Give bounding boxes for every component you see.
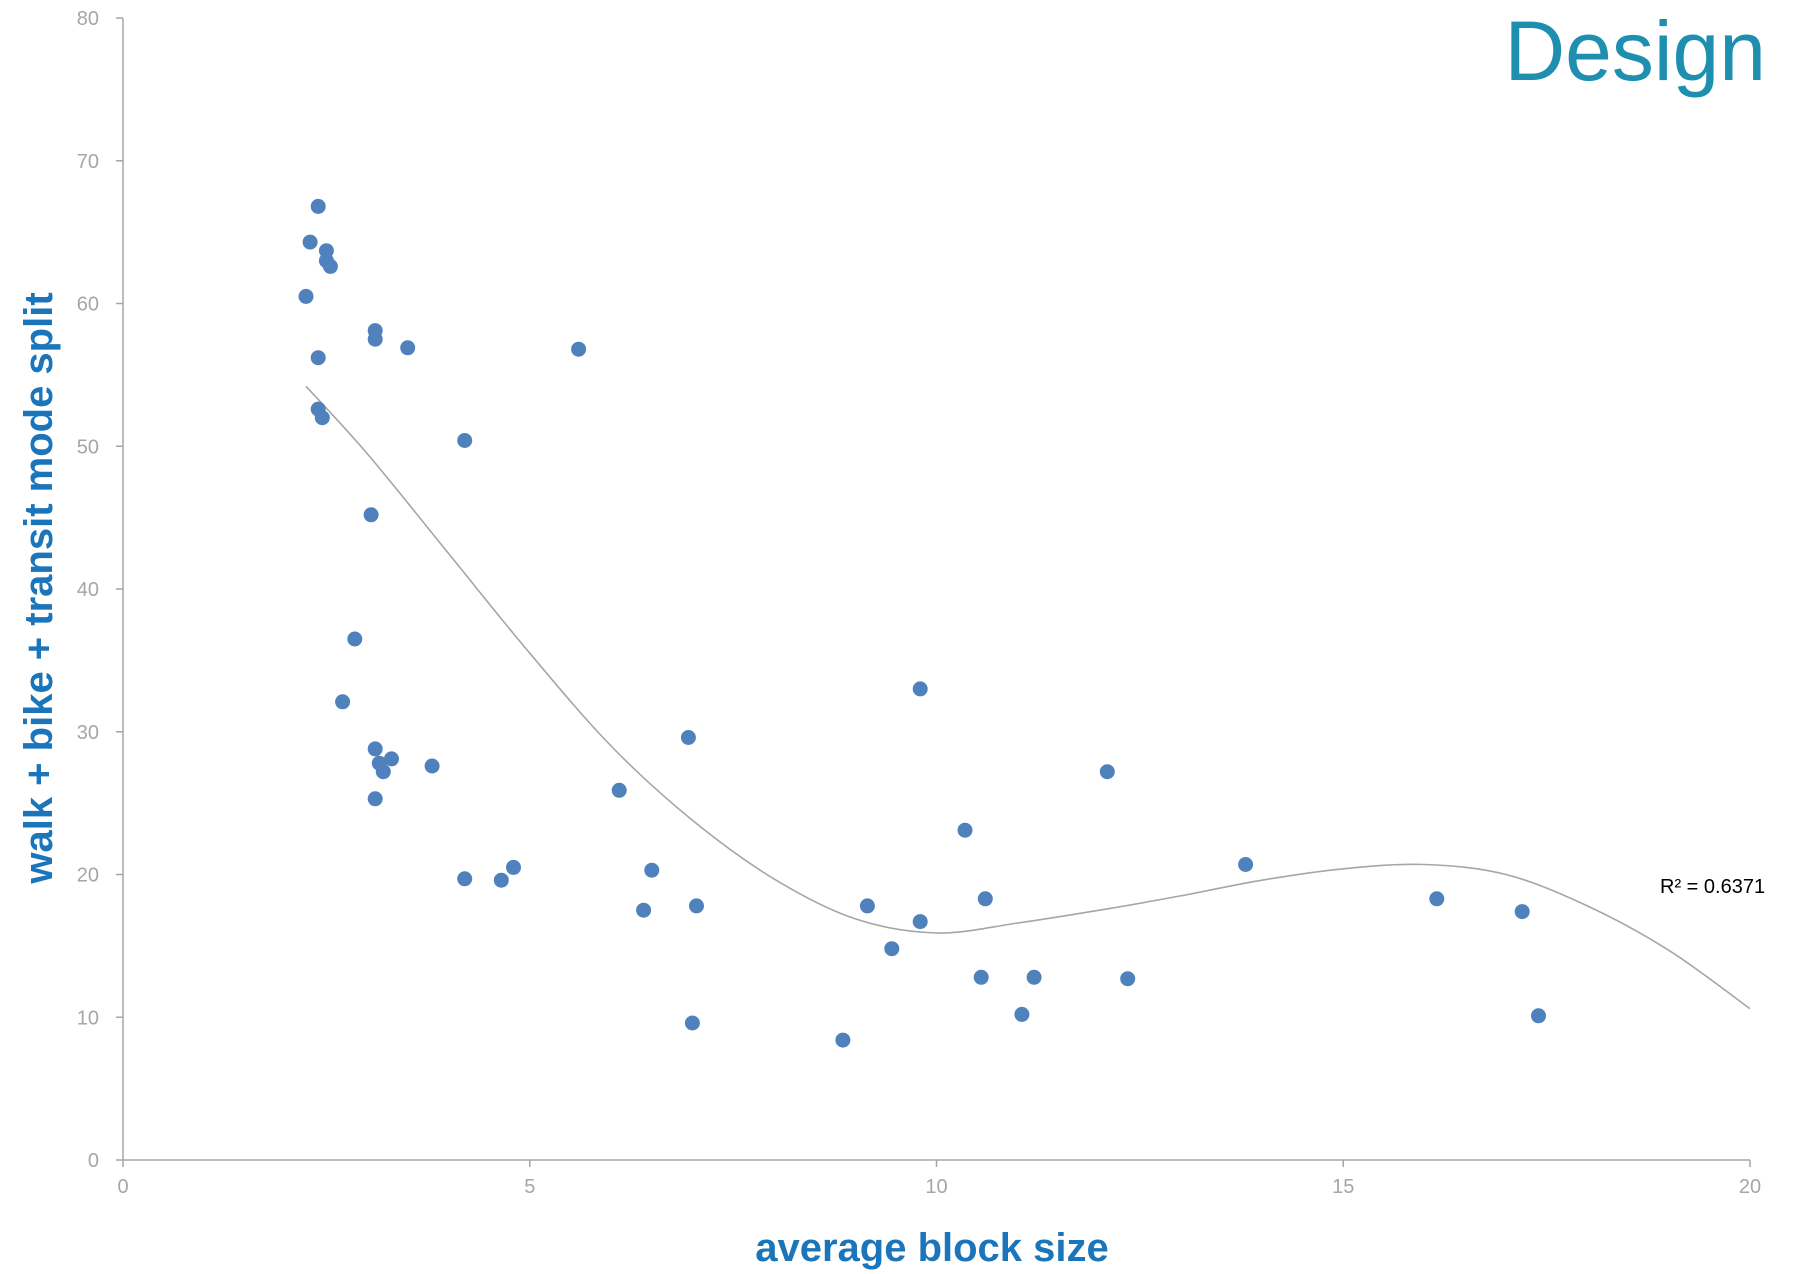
data-point xyxy=(335,694,351,710)
data-points xyxy=(298,198,1546,1048)
data-point xyxy=(1120,971,1136,987)
data-point xyxy=(363,507,379,523)
data-point xyxy=(310,198,326,214)
data-point xyxy=(322,258,338,274)
data-point xyxy=(912,681,928,697)
data-point xyxy=(1429,891,1445,907)
data-point xyxy=(859,898,875,914)
data-point xyxy=(347,631,363,647)
data-point xyxy=(912,914,928,930)
data-point xyxy=(375,764,391,780)
data-point xyxy=(314,410,330,426)
data-point xyxy=(835,1032,851,1048)
y-axis-title: walk + bike + transit mode split xyxy=(17,292,61,884)
data-point xyxy=(1026,969,1042,985)
data-point xyxy=(644,862,660,878)
axes xyxy=(116,17,1751,1167)
data-point xyxy=(384,751,399,767)
data-point xyxy=(957,822,973,838)
x-tick-label: 10 xyxy=(925,1176,947,1198)
y-tick-label: 0 xyxy=(88,1150,99,1172)
data-point xyxy=(298,288,314,304)
data-point xyxy=(884,941,900,957)
trendline xyxy=(305,385,1751,1010)
x-axis-title: average block size xyxy=(755,1226,1109,1270)
data-point xyxy=(973,969,989,985)
y-tick-label: 80 xyxy=(77,8,99,30)
x-tick-label: 5 xyxy=(524,1176,535,1198)
y-tick-label: 20 xyxy=(77,865,99,887)
data-point xyxy=(689,898,704,914)
y-tick-label: 30 xyxy=(77,722,99,744)
data-point xyxy=(680,730,696,745)
data-point xyxy=(1238,857,1254,872)
data-point xyxy=(493,872,509,888)
data-point xyxy=(302,234,318,250)
data-point xyxy=(457,871,473,887)
y-tick-label: 60 xyxy=(77,294,99,316)
data-point xyxy=(1531,1008,1546,1024)
r-squared-label: R² = 0.6371 xyxy=(1660,876,1765,898)
x-tick-label: 0 xyxy=(117,1176,128,1198)
y-tick-label: 70 xyxy=(77,151,99,173)
data-point xyxy=(977,891,993,907)
x-tick-label: 20 xyxy=(1739,1176,1761,1198)
y-tick-label: 40 xyxy=(77,579,99,601)
x-tick-label: 15 xyxy=(1332,1176,1354,1198)
data-point xyxy=(457,433,473,448)
data-point xyxy=(684,1015,700,1031)
data-point xyxy=(1514,904,1530,920)
data-point xyxy=(367,331,383,347)
data-point xyxy=(367,791,383,807)
trendline-group xyxy=(305,385,1751,1010)
data-point xyxy=(424,758,440,774)
data-point xyxy=(611,782,627,798)
chart-title: Design xyxy=(1505,4,1766,98)
data-point xyxy=(506,859,521,875)
y-tick-label: 10 xyxy=(77,1007,99,1029)
data-point xyxy=(1099,764,1115,780)
data-point xyxy=(1014,1006,1030,1022)
data-point xyxy=(367,741,383,757)
data-point xyxy=(310,350,326,366)
data-point xyxy=(571,341,587,357)
tick-labels: 0 10 20 30 40 50 60 70 80 0 5 10 15 20 xyxy=(77,8,1761,1198)
data-point xyxy=(400,340,416,356)
y-tick-label: 50 xyxy=(77,436,99,458)
data-point xyxy=(636,902,652,918)
